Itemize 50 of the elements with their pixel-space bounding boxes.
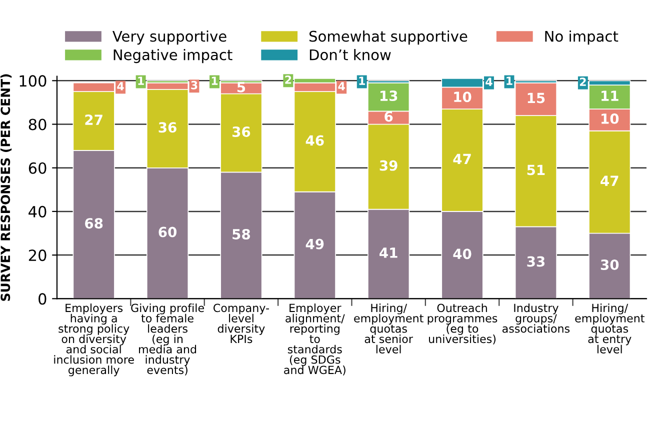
data-label: 1: [506, 76, 512, 85]
data-label: 36: [158, 122, 176, 133]
y-tick-label: 60: [28, 162, 46, 174]
data-label: 39: [380, 160, 398, 171]
data-label: 1: [138, 76, 144, 85]
data-label: 4: [338, 82, 345, 90]
data-label: 27: [85, 114, 102, 125]
data-label: 41: [380, 248, 398, 258]
x-tick-label: Outreach programmes (eg to universities): [428, 304, 498, 344]
y-tick-label: 100: [20, 75, 46, 87]
legend-label: Very supportive: [112, 30, 226, 45]
y-tick-label: 0: [38, 293, 46, 305]
y-tick-label: 20: [28, 250, 46, 262]
legend-label: No impact: [545, 30, 618, 45]
legend-label: Somewhat supportive: [309, 30, 468, 45]
x-tick-label: Hiring/ employment quotas at senior level: [354, 304, 424, 354]
legend-label: Negative impact: [114, 48, 232, 64]
data-label: 4: [117, 82, 124, 90]
data-label: 33: [527, 256, 545, 267]
y-axis-title: SURVEY RESPONSES (PER CENT): [0, 74, 12, 301]
data-label: 4: [486, 78, 492, 86]
x-tick-label: Employer alignment/ reporting to standards (eg SDGs and WGEA): [284, 304, 346, 376]
data-label: 6: [384, 111, 393, 122]
y-tick-label: 80: [28, 118, 46, 130]
data-label: 2: [285, 75, 292, 84]
data-label: 3: [191, 80, 198, 90]
data-label: 58: [232, 228, 250, 240]
data-label: 47: [453, 154, 471, 164]
legend-label: Don’t know: [310, 48, 391, 60]
data-label: 46: [306, 135, 324, 146]
x-tick-label: Company- level diversity KPIs: [213, 304, 269, 344]
data-label: 60: [158, 226, 177, 238]
data-label: 1: [359, 76, 365, 85]
data-label: 40: [453, 248, 472, 260]
x-tick-label: Hiring/ employment quotas at entry level: [575, 304, 644, 354]
data-label: 36: [232, 126, 250, 138]
data-label: 1: [212, 76, 218, 85]
data-label: 15: [528, 92, 545, 104]
x-tick-label: Industry groups/ associations: [502, 304, 570, 333]
data-label: 2: [580, 78, 586, 86]
data-label: 51: [527, 164, 545, 176]
data-label: 10: [602, 113, 619, 124]
data-label: 47: [600, 176, 618, 186]
data-label: 30: [600, 259, 619, 270]
y-tick-label: 40: [28, 206, 46, 218]
data-label: 68: [85, 218, 103, 229]
data-label: 13: [380, 90, 398, 102]
data-label: 49: [306, 238, 324, 250]
data-label: 10: [454, 92, 472, 102]
data-label: 11: [602, 90, 618, 101]
